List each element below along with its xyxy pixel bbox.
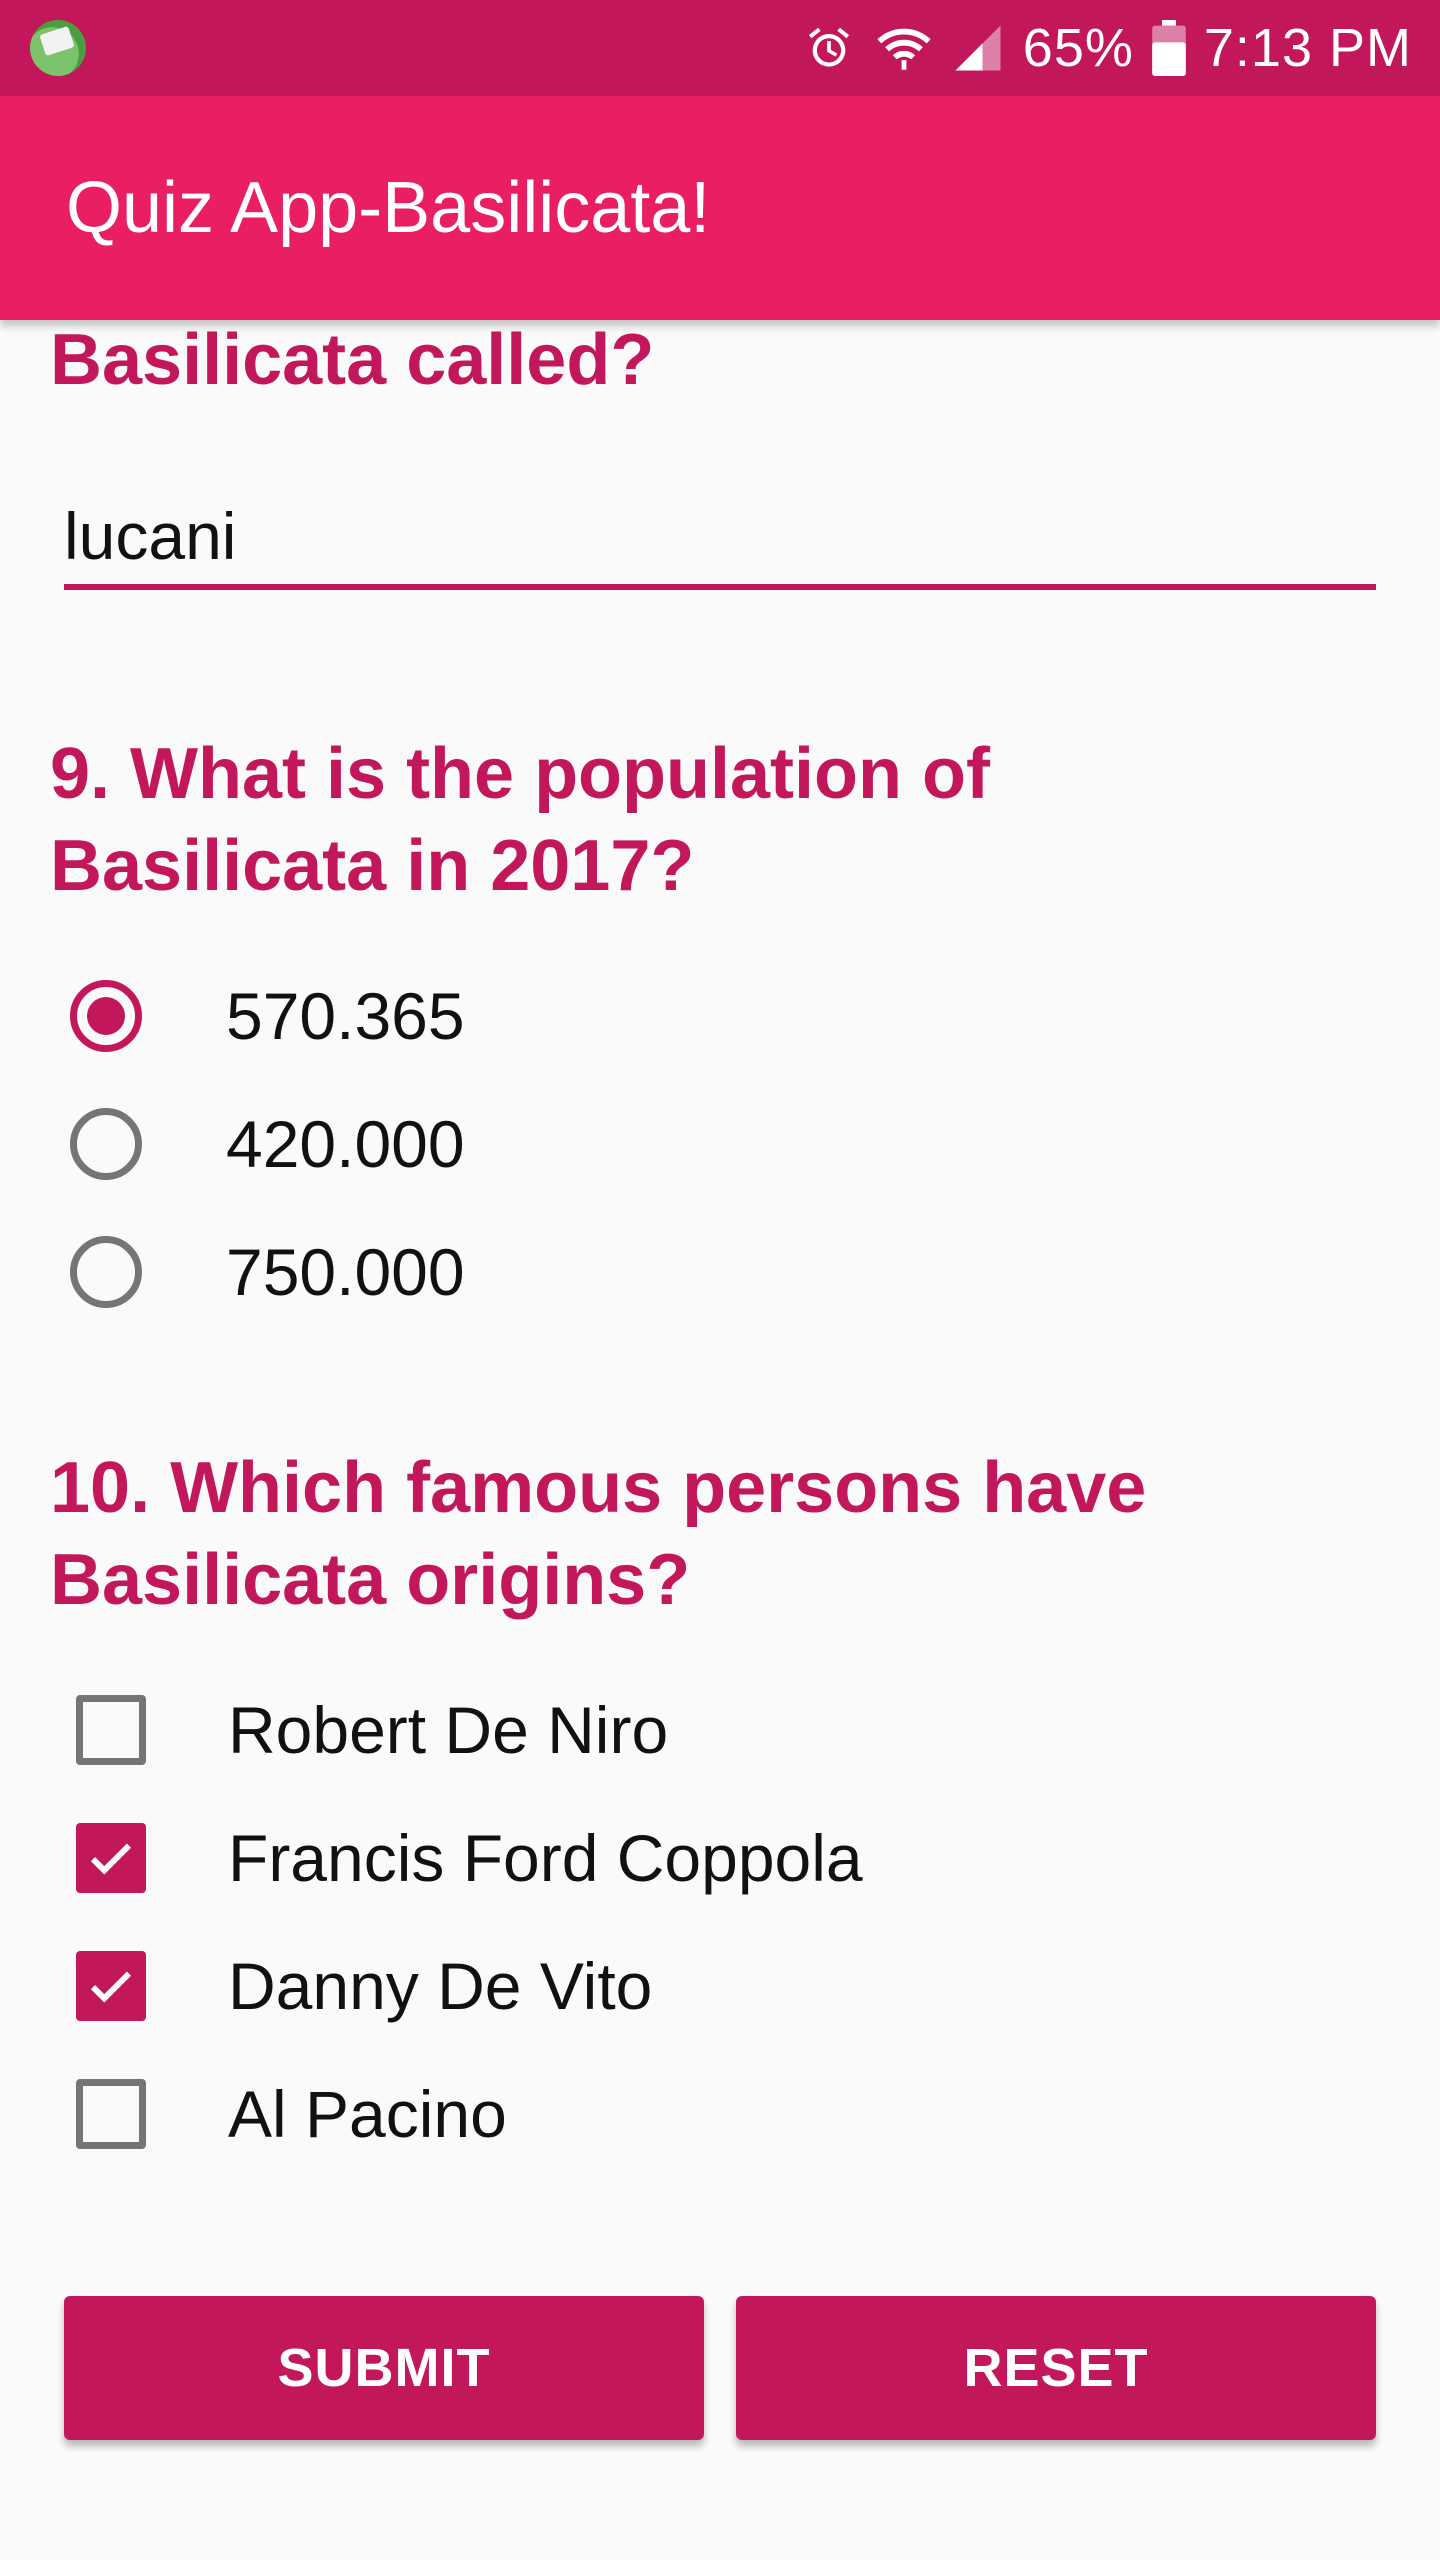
question-8-answer-input[interactable]: lucani (64, 480, 1376, 590)
radio-checked-icon[interactable] (70, 980, 142, 1052)
status-bar: 65% 7:13 PM (0, 0, 1440, 96)
alarm-icon (801, 20, 857, 76)
checkbox-checked-icon[interactable] (76, 1951, 146, 2021)
option-label: 570.365 (226, 979, 465, 1053)
option-label: Danny De Vito (228, 1949, 653, 2023)
reset-button[interactable]: RESET (736, 2296, 1376, 2440)
battery-icon (1152, 20, 1186, 76)
wifi-icon (875, 19, 933, 77)
status-bar-left (30, 20, 86, 76)
q10-option-3[interactable]: Danny De Vito (70, 1936, 652, 2036)
question-10-text: 10. Which famous persons have Basilicata… (50, 1448, 1147, 1620)
q9-option-3[interactable]: 750.000 (70, 1222, 465, 1322)
submit-button[interactable]: SUBMIT (64, 2296, 704, 2440)
app-notification-icon (30, 20, 86, 76)
checkbox-checked-icon[interactable] (76, 1823, 146, 1893)
battery-percent: 65% (1022, 18, 1134, 78)
question-8-text: Basilicata called? (50, 320, 655, 400)
option-label: 750.000 (226, 1235, 465, 1309)
radio-unchecked-icon[interactable] (70, 1236, 142, 1308)
q9-option-1[interactable]: 570.365 (70, 966, 465, 1066)
option-label: Al Pacino (228, 2077, 507, 2151)
checkbox-unchecked-icon[interactable] (76, 2079, 146, 2149)
option-label: Francis Ford Coppola (228, 1821, 863, 1895)
q10-option-2[interactable]: Francis Ford Coppola (70, 1808, 863, 1908)
option-label: Robert De Niro (228, 1693, 669, 1767)
app-bar: Quiz App-Basilicata! (0, 96, 1440, 320)
option-label: 420.000 (226, 1107, 465, 1181)
status-bar-right: 65% 7:13 PM (801, 17, 1412, 79)
radio-unchecked-icon[interactable] (70, 1108, 142, 1180)
q10-option-4[interactable]: Al Pacino (70, 2064, 507, 2164)
q10-option-1[interactable]: Robert De Niro (70, 1680, 668, 1780)
question-9-text: 9. What is the population of Basilicata … (50, 734, 990, 906)
app-title: Quiz App-Basilicata! (66, 168, 711, 248)
signal-icon (951, 21, 1005, 75)
q9-option-2[interactable]: 420.000 (70, 1094, 465, 1194)
checkbox-unchecked-icon[interactable] (76, 1695, 146, 1765)
clock: 7:13 PM (1203, 18, 1412, 78)
answer-input-value: lucani (64, 499, 237, 573)
